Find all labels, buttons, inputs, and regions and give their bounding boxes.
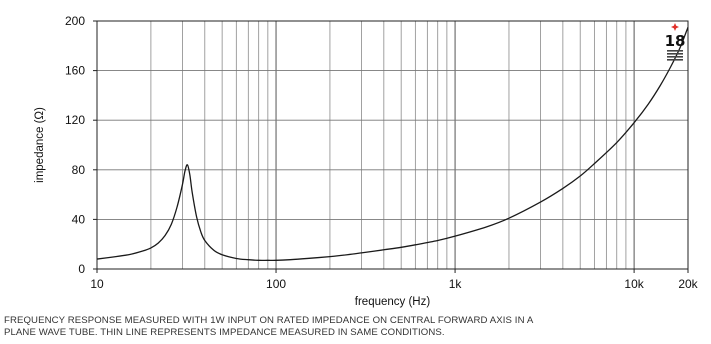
grid bbox=[97, 21, 688, 269]
y-tick-label: 80 bbox=[72, 163, 86, 177]
x-tick-label: 20k bbox=[678, 277, 698, 291]
logo-stripe bbox=[667, 59, 683, 61]
logo-stripes bbox=[667, 50, 683, 61]
x-tick-labels: 10 100 1k 10k 20k bbox=[90, 269, 699, 291]
y-tick-label: 200 bbox=[65, 14, 85, 28]
caption-line-1: FREQUENCY RESPONSE MEASURED WITH 1W INPU… bbox=[4, 315, 534, 326]
chart-caption: FREQUENCY RESPONSE MEASURED WITH 1W INPU… bbox=[4, 315, 704, 339]
x-tick-label: 10 bbox=[90, 277, 104, 291]
x-axis-label: frequency (Hz) bbox=[355, 296, 431, 308]
caption-line-2: PLANE WAVE TUBE. THIN LINE REPRESENTS IM… bbox=[4, 327, 445, 338]
logo-stripe bbox=[667, 53, 683, 55]
logo-stripe bbox=[667, 50, 683, 52]
y-axis-label: impedance (Ω) bbox=[34, 107, 46, 183]
logo-star-icon bbox=[671, 23, 679, 31]
plot-frame bbox=[96, 20, 689, 270]
y-tick-label: 0 bbox=[78, 262, 85, 276]
y-tick-label: 160 bbox=[65, 64, 85, 78]
brand-logo: 18 bbox=[665, 23, 686, 61]
y-tick-labels: 0 40 80 120 160 200 bbox=[65, 14, 97, 276]
logo-number: 18 bbox=[665, 32, 686, 50]
impedance-chart: 10 100 1k 10k 20k 0 40 80 120 160 200 frequency (… bbox=[34, 14, 699, 308]
y-tick-label: 120 bbox=[65, 113, 85, 127]
x-tick-label: 1k bbox=[449, 277, 463, 291]
impedance-line bbox=[96, 26, 689, 262]
x-tick-label: 10k bbox=[624, 277, 644, 291]
y-tick-label: 40 bbox=[72, 212, 86, 226]
series-group bbox=[96, 26, 689, 262]
logo-stripe bbox=[667, 56, 683, 58]
x-tick-label: 100 bbox=[266, 277, 286, 291]
